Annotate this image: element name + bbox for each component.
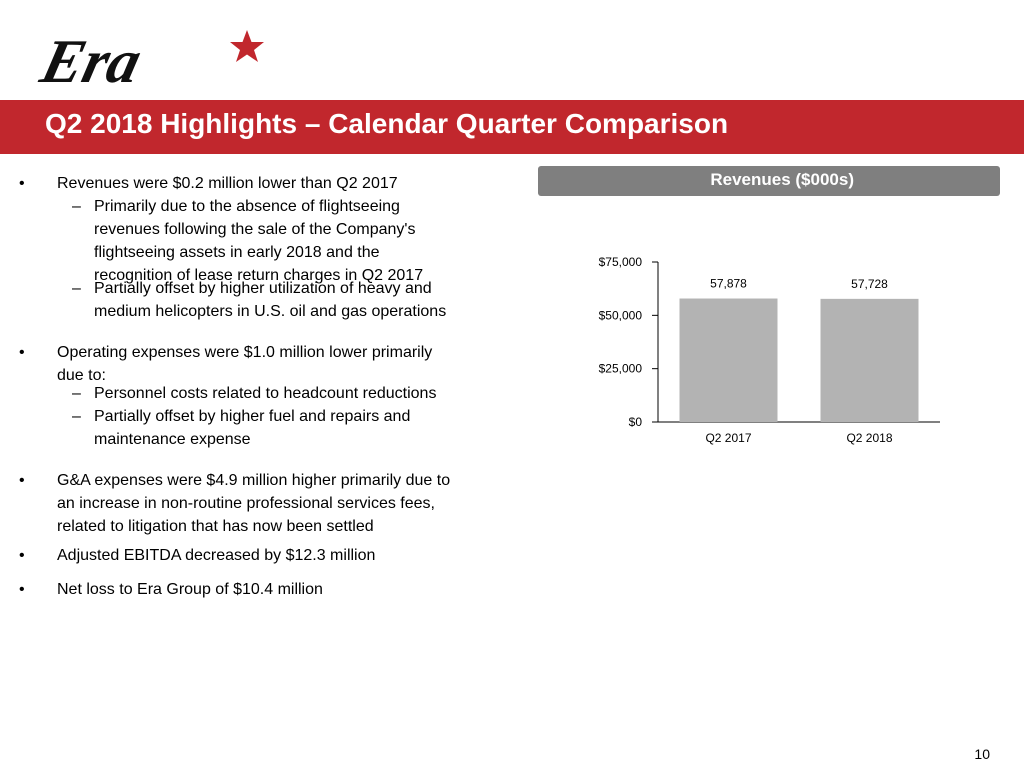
bullet-marker: • <box>19 344 25 361</box>
line: an increase in non-routine professional … <box>57 495 435 512</box>
x-tick-label: Q2 2017 <box>705 431 751 445</box>
bar-data-label: 57,878 <box>710 277 747 291</box>
y-tick-label: $0 <box>629 415 643 429</box>
dash-marker: – <box>72 408 81 425</box>
line: Partially offset by higher utilization o… <box>94 280 432 297</box>
chart-header: Revenues ($000s) <box>538 166 1000 196</box>
title-bar: Q2 2018 Highlights – Calendar Quarter Co… <box>0 100 1024 154</box>
bullet-marker: • <box>19 581 25 598</box>
bullet-text: Personnel costs related to headcount red… <box>94 385 437 402</box>
line: revenues following the sale of the Compa… <box>94 221 416 238</box>
bullet-text: Revenues were $0.2 million lower than Q2… <box>57 175 398 192</box>
line: flightseeing assets in early 2018 and th… <box>94 244 380 261</box>
bar <box>679 298 778 422</box>
line: related to litigation that has now been … <box>57 518 374 535</box>
highlights-list: • Revenues were $0.2 million lower than … <box>19 175 451 598</box>
line: Partially offset by higher fuel and repa… <box>94 408 411 425</box>
star-icon <box>230 30 264 62</box>
bar-data-label: 57,728 <box>851 277 888 291</box>
bullet-marker: • <box>19 175 25 192</box>
y-tick-label: $25,000 <box>599 362 643 376</box>
era-logo: Era <box>34 27 264 90</box>
bar <box>820 298 919 422</box>
chart-title: Revenues ($000s) <box>710 170 854 189</box>
x-tick-label: Q2 2018 <box>846 431 892 445</box>
era-logo-text: Era <box>34 27 148 90</box>
revenue-bar-chart: $0 $25,000 $50,000 $75,000 57,878 Q2 2017 57,7… <box>599 255 940 445</box>
dash-marker: – <box>72 385 81 402</box>
bullet-marker: • <box>19 547 25 564</box>
bullet-marker: • <box>19 472 25 489</box>
page-number: 10 <box>974 746 990 762</box>
dash-marker: – <box>72 280 81 297</box>
y-tick-label: $75,000 <box>599 255 643 269</box>
line: recognition of lease return charges in Q… <box>94 267 424 284</box>
line: medium helicopters in U.S. oil and gas o… <box>94 303 447 320</box>
line: Operating expenses were $1.0 million low… <box>57 344 433 361</box>
y-tick-label: $50,000 <box>599 308 643 322</box>
page-title: Q2 2018 Highlights – Calendar Quarter Co… <box>45 108 729 139</box>
line: G&A expenses were $4.9 million higher pr… <box>57 472 451 489</box>
bullet-text: Adjusted EBITDA decreased by $12.3 milli… <box>57 547 376 564</box>
dash-marker: – <box>72 198 81 215</box>
line: maintenance expense <box>94 431 251 448</box>
bullet-text: Net loss to Era Group of $10.4 million <box>57 581 323 598</box>
line: Primarily due to the absence of flightse… <box>94 198 400 215</box>
line: due to: <box>57 367 106 384</box>
